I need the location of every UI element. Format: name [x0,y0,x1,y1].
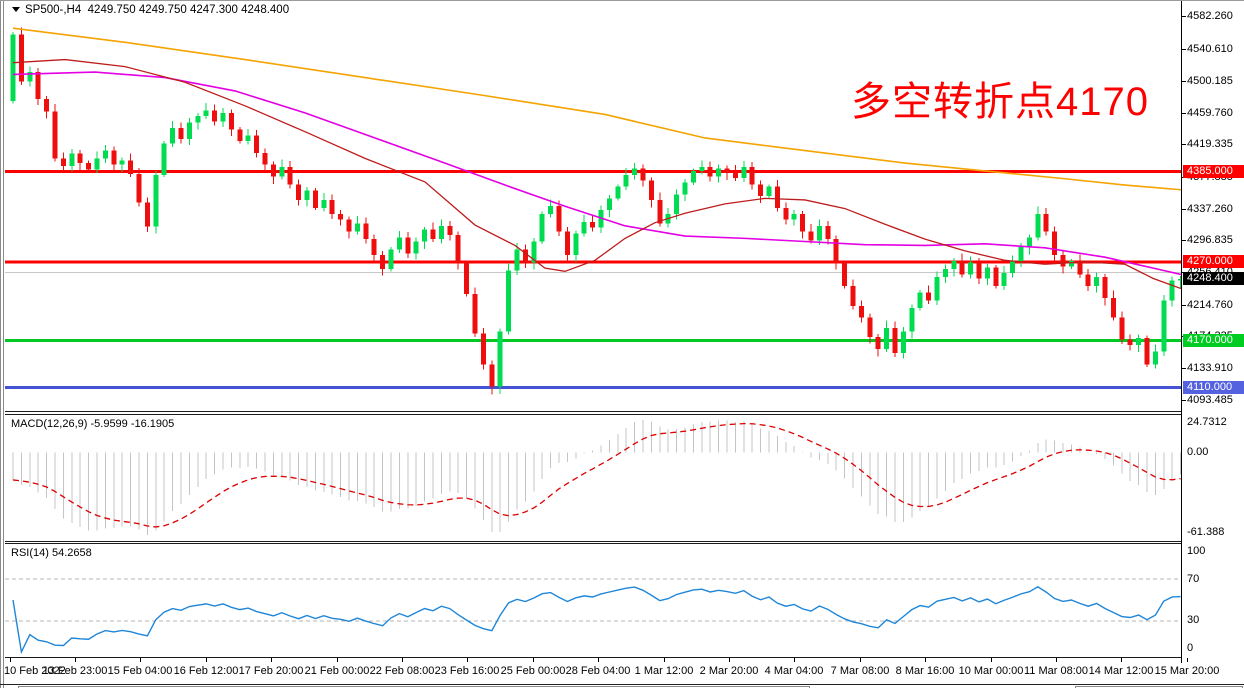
symbol-readout: SP500-,H4 4249.750 4249.750 4247.300 424… [12,4,289,16]
rsi-chart [5,578,1181,655]
rsi-label: RSI(14) 54.2658 [11,547,92,559]
price-tick-mark [1182,16,1186,17]
time-tick-label: 15 Mar 20:00 [1154,665,1220,677]
macd-values: -5.9599 -16.1905 [90,418,175,430]
time-tick-label: 14 Mar 12:00 [1088,665,1154,677]
rsi-scale-70: 70 [1187,573,1200,585]
time-tick-mark [991,658,992,662]
time-tick-label: 11 Mar 08:00 [1023,665,1089,677]
price-tick-label: 4337.260 [1187,203,1233,215]
window-left-border [0,1,1,688]
macd-name: MACD(12,26,9) [11,418,88,430]
bottom-scrollbar-left[interactable] [18,686,810,688]
time-tick-mark [337,658,338,662]
macd-scale-max: 24.7312 [1187,416,1227,428]
time-tick-label: 7 Mar 08:00 [830,665,890,677]
symbol-dropdown-icon[interactable] [12,6,20,12]
price-level-badge: 4170.000 [1183,334,1244,347]
bottom-separator [0,684,1244,685]
rsi-scale-100: 100 [1187,545,1206,557]
rsi-scale-30: 30 [1187,614,1200,626]
time-tick-mark [402,658,403,662]
macd-scale-min: -61.388 [1187,526,1225,538]
time-tick-label: 8 Mar 16:00 [895,665,955,677]
time-tick-mark [75,658,76,662]
time-tick-mark [1121,658,1122,662]
price-tick-label: 4582.260 [1187,10,1233,22]
time-tick-mark [10,658,11,662]
time-tick-mark [1056,658,1057,662]
price-tick-mark [1182,49,1186,50]
price-tick-mark [1182,113,1186,114]
rsi-indicator-pane[interactable]: RSI(14) 54.2658 [5,543,1181,658]
macd-axis: 24.7312 0.00 -61.388 [1182,414,1244,542]
symbol-name: SP500-,H4 [25,4,82,16]
time-tick-label: 4 Mar 04:00 [764,665,824,677]
macd-indicator-pane[interactable]: MACD(12,26,9) -5.9599 -16.1905 [5,414,1181,542]
price-tick-label: 4419.335 [1187,138,1233,150]
time-tick-mark [925,658,926,662]
rsi-name: RSI(14) [11,547,49,559]
macd-label: MACD(12,26,9) -5.9599 -16.1905 [11,418,174,430]
price-level-badge: 4110.000 [1183,381,1244,394]
price-chart-pane[interactable]: SP500-,H4 4249.750 4249.750 4247.300 424… [5,1,1181,412]
candlestick-chart [5,27,1181,395]
price-tick-mark [1182,144,1186,145]
price-tick-label: 4500.185 [1187,75,1233,87]
price-tick-mark [1182,305,1186,306]
ohlc-readout: 4249.750 4249.750 4247.300 4248.400 [87,4,290,16]
price-tick-label: 4093.485 [1187,394,1233,406]
price-axis-line [1181,1,1182,663]
time-tick-mark [140,658,141,662]
time-tick-label: 28 Feb 04:00 [565,665,631,677]
time-tick-mark [664,658,665,662]
time-tick-mark [598,658,599,662]
price-level-badge: 4248.400 [1183,272,1244,285]
rsi-axis: 100 70 30 0 [1182,543,1244,658]
rsi-value: 54.2658 [51,547,92,559]
price-tick-label: 4214.760 [1187,299,1233,311]
price-level-badge: 4385.000 [1183,165,1244,178]
time-tick-mark [271,658,272,662]
price-tick-label: 4540.610 [1187,43,1233,55]
time-tick-mark [533,658,534,662]
time-tick-label: 17 Feb 20:00 [238,665,304,677]
time-tick-label: 1 Mar 12:00 [634,665,694,677]
price-tick-label: 4296.835 [1187,234,1233,246]
time-tick-label: 10 Feb 2022 [4,665,66,677]
time-tick-mark [1187,658,1188,662]
price-tick-mark [1182,209,1186,210]
time-tick-label: 22 Feb 08:00 [369,665,435,677]
price-tick-mark [1182,240,1186,241]
time-tick-mark [729,658,730,662]
price-tick-label: 4133.910 [1187,362,1233,374]
price-tick-mark [1182,81,1186,82]
time-tick-label: 21 Feb 00:00 [304,665,370,677]
price-tick-label: 4459.760 [1187,107,1233,119]
time-axis: 10 Feb 2022 13 Feb 23:00 15 Feb 04:00 16 Fe… [0,658,1244,684]
macd-chart [12,420,1181,535]
time-tick-label: 25 Feb 00:00 [500,665,566,677]
price-level-badge: 4270.000 [1183,255,1244,268]
time-tick-label: 15 Feb 04:00 [107,665,173,677]
macd-scale-zero: 0.00 [1187,446,1209,458]
time-tick-label: 13 Feb 23:00 [42,665,108,677]
chart-annotation-text: 多空转折点4170 [851,80,1149,124]
time-tick-mark [467,658,468,662]
bottom-scrollbar-right[interactable] [1075,686,1243,688]
time-tick-mark [794,658,795,662]
price-axis: 4582.260 4540.610 4500.185 4459.760 4419.335… [1182,1,1244,412]
time-tick-label: 23 Feb 16:00 [434,665,500,677]
time-tick-label: 16 Feb 12:00 [173,665,239,677]
time-tick-mark [860,658,861,662]
price-tick-mark [1182,368,1186,369]
price-tick-mark [1182,400,1186,401]
time-tick-label: 10 Mar 00:00 [958,665,1024,677]
rsi-scale-0: 0 [1187,642,1194,654]
time-tick-label: 2 Mar 20:00 [699,665,759,677]
time-tick-mark [206,658,207,662]
window-left-border-inner [3,1,4,688]
